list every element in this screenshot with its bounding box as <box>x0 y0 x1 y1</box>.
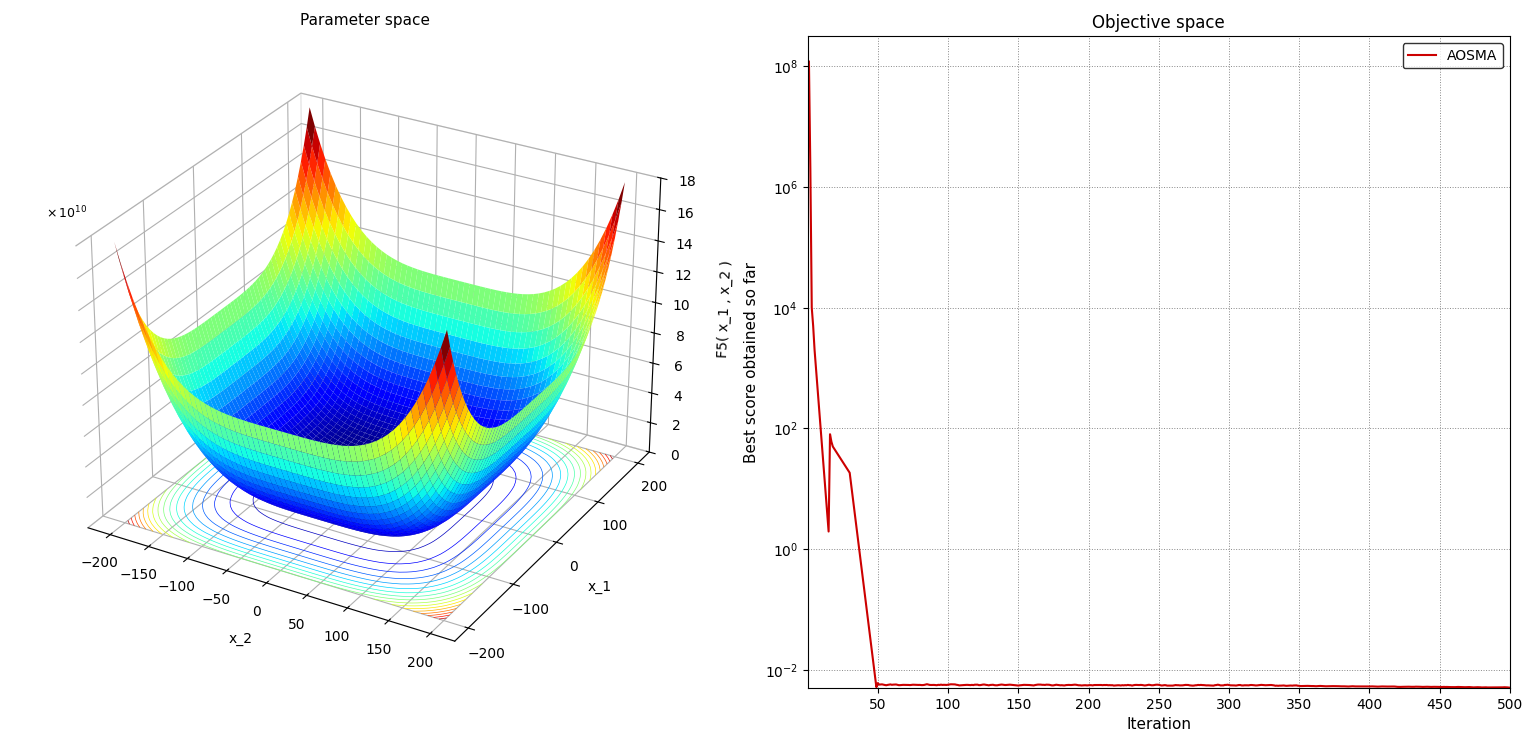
Y-axis label: x_1: x_1 <box>589 580 612 595</box>
AOSMA <box>1374 682 1393 691</box>
Line: AOSMA: AOSMA <box>808 62 1509 688</box>
AOSMA <box>1483 683 1502 692</box>
Text: $\times\,10^{10}$: $\times\,10^{10}$ <box>46 205 88 222</box>
AOSMA <box>1179 680 1197 689</box>
Legend: AOSMA: AOSMA <box>1403 43 1503 69</box>
AOSMA <box>1133 680 1151 689</box>
Y-axis label: Best score obtained so far: Best score obtained so far <box>744 262 759 463</box>
AOSMA <box>1500 683 1519 692</box>
Title: Objective space: Objective space <box>1093 14 1225 32</box>
AOSMA <box>799 57 818 66</box>
X-axis label: Iteration: Iteration <box>1127 717 1191 732</box>
Title: Parameter space: Parameter space <box>300 13 430 28</box>
AOSMA <box>1137 681 1156 690</box>
X-axis label: x_2: x_2 <box>227 632 252 646</box>
AOSMA <box>1217 680 1236 689</box>
